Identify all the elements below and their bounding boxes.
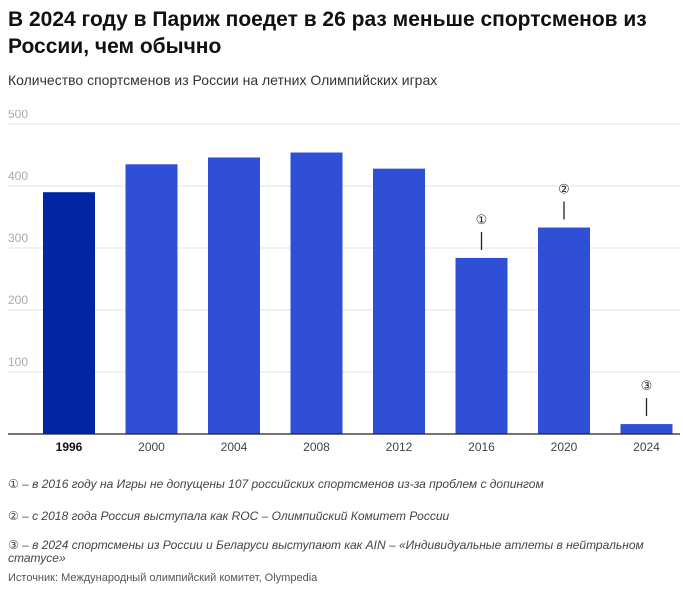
annotation-marker: ③ <box>641 379 653 394</box>
x-tick-label: 2004 <box>221 440 248 454</box>
x-tick-label: 2012 <box>386 440 413 454</box>
page-title: В 2024 году в Париж поедет в 26 раз мень… <box>8 8 647 58</box>
bar <box>290 152 343 434</box>
y-tick-label: 200 <box>8 293 28 307</box>
x-tick-label: 2024 <box>633 440 660 454</box>
y-tick-label: 100 <box>8 355 28 369</box>
bar <box>373 168 425 434</box>
y-tick-label: 400 <box>8 169 28 183</box>
y-tick-label: 500 <box>8 110 28 121</box>
x-tick-label: 2008 <box>303 440 330 454</box>
footnote-1: ① – в 2016 году на Игры не допущены 107 … <box>8 477 544 491</box>
bar <box>455 257 508 434</box>
x-tick-label: 1996 <box>56 440 83 454</box>
x-tick-label: 2016 <box>468 440 495 454</box>
bar-chart: 100 200 300 400 500 1996 2000 2004 2008 2012 2016 ①… <box>8 110 680 454</box>
source-note: Источник: Международный олимпийский коми… <box>8 572 318 584</box>
footnote-3: ③ – в 2024 спортсмены из России и Белару… <box>8 538 644 565</box>
x-tick-label: 2020 <box>551 440 578 454</box>
bar <box>538 227 590 434</box>
bar <box>620 424 673 434</box>
bar <box>208 157 260 435</box>
annotation-marker: ② <box>558 183 570 198</box>
footnote-2: ② – с 2018 года Россия выступала как ROC… <box>8 509 450 523</box>
bar <box>125 164 178 435</box>
x-tick-label: 2000 <box>138 440 165 454</box>
annotation-marker: ① <box>476 213 488 228</box>
bar <box>43 192 95 434</box>
chart-subtitle: Количество спортсменов из России на летн… <box>8 72 438 88</box>
y-tick-label: 300 <box>8 231 28 245</box>
